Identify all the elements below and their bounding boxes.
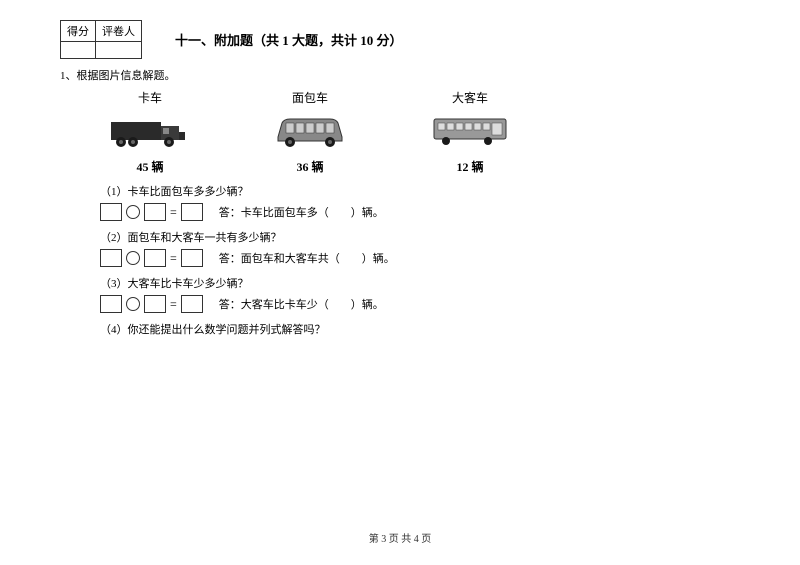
bus-count-col: 12 辆 <box>420 158 520 175</box>
operand-box[interactable] <box>144 203 166 221</box>
vehicle-bus-col: 大客车 <box>420 89 520 110</box>
operator-circle[interactable] <box>126 205 140 219</box>
equals-sign: = <box>170 251 177 266</box>
operator-circle[interactable] <box>126 297 140 311</box>
bus-icon <box>430 114 510 150</box>
van-icon <box>270 114 350 150</box>
score-cell-label: 得分 <box>61 21 96 42</box>
sub-question-3: （3）大客车比卡车少多少辆？ <box>100 275 740 291</box>
section-title: 十一、附加题（共 1 大题，共计 10 分） <box>175 30 403 49</box>
truck-count-col: 45 辆 <box>100 158 200 175</box>
van-count-col: 36 辆 <box>260 158 360 175</box>
bus-label: 大客车 <box>420 89 520 106</box>
grader-cell-value <box>96 42 142 59</box>
operand-box[interactable] <box>144 249 166 267</box>
sub-question-2: （2）面包车和大客车一共有多少辆？ <box>100 229 740 245</box>
result-box[interactable] <box>181 249 203 267</box>
van-count: 36 辆 <box>260 158 360 175</box>
van-label: 面包车 <box>260 89 360 106</box>
truck-count: 45 辆 <box>100 158 200 175</box>
sub-question-1: （1）卡车比面包车多多少辆？ <box>100 183 740 199</box>
operand-box[interactable] <box>100 249 122 267</box>
result-box[interactable] <box>181 203 203 221</box>
equals-sign: = <box>170 297 177 312</box>
equation-row-3: = 答：大客车比卡车少（ ）辆。 <box>100 295 740 313</box>
vehicles-counts-row: 45 辆 36 辆 12 辆 <box>100 158 740 175</box>
bus-count: 12 辆 <box>420 158 520 175</box>
van-img-col <box>260 114 360 154</box>
vehicle-van-col: 面包车 <box>260 89 360 110</box>
score-table: 得分 评卷人 <box>60 20 142 59</box>
operator-circle[interactable] <box>126 251 140 265</box>
truck-icon <box>110 114 190 150</box>
result-box[interactable] <box>181 295 203 313</box>
equation-row-1: = 答：卡车比面包车多（ ）辆。 <box>100 203 740 221</box>
answer-text-1: 答：卡车比面包车多（ ）辆。 <box>219 204 384 220</box>
equals-sign: = <box>170 205 177 220</box>
operand-box[interactable] <box>144 295 166 313</box>
truck-img-col <box>100 114 200 154</box>
equation-row-2: = 答：面包车和大客车共（ ）辆。 <box>100 249 740 267</box>
score-cell-value <box>61 42 96 59</box>
truck-label: 卡车 <box>100 89 200 106</box>
grader-cell-label: 评卷人 <box>96 21 142 42</box>
vehicle-truck-col: 卡车 <box>100 89 200 110</box>
page-footer: 第 3 页 共 4 页 <box>0 530 800 545</box>
vehicles-labels-row: 卡车 面包车 大客车 <box>100 89 740 110</box>
operand-box[interactable] <box>100 295 122 313</box>
question-intro: 1、根据图片信息解题。 <box>60 67 740 83</box>
sub-question-4: （4）你还能提出什么数学问题并列式解答吗？ <box>100 321 740 337</box>
operand-box[interactable] <box>100 203 122 221</box>
bus-img-col <box>420 114 520 154</box>
answer-text-3: 答：大客车比卡车少（ ）辆。 <box>219 296 384 312</box>
answer-text-2: 答：面包车和大客车共（ ）辆。 <box>219 250 395 266</box>
vehicles-images-row <box>100 114 740 154</box>
header-row: 得分 评卷人 十一、附加题（共 1 大题，共计 10 分） <box>60 20 740 59</box>
